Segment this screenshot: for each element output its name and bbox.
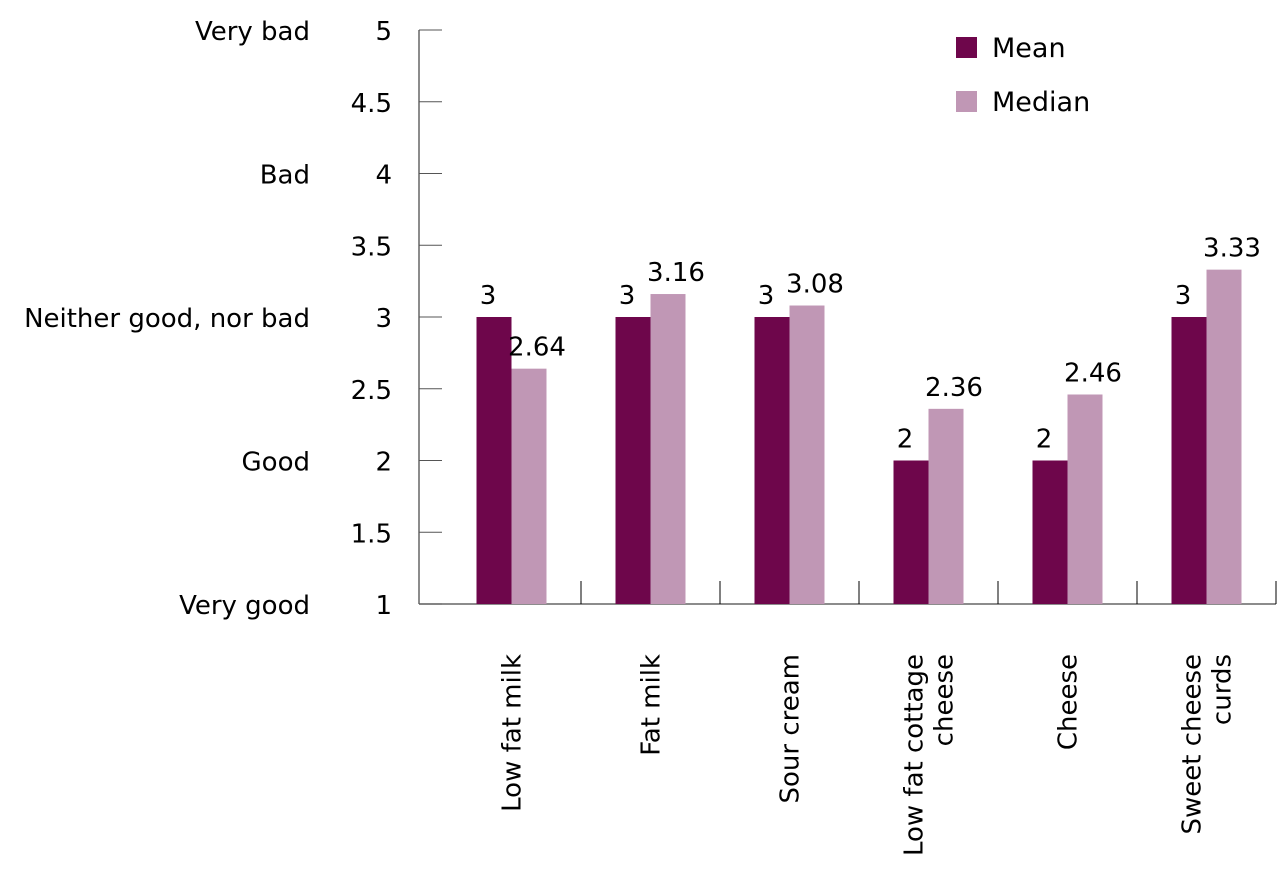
bar-mean [893, 460, 929, 604]
bar-mean [615, 317, 651, 604]
data-label: 3.16 [647, 258, 705, 288]
category-label: cheese [930, 654, 960, 746]
y-tick-label: 4.5 [351, 89, 392, 119]
category-label: Sweet cheese [1178, 654, 1208, 835]
y-tick-label: 5 [375, 17, 392, 47]
y-rating-label: Very good [179, 591, 310, 621]
bar-median [928, 408, 964, 604]
legend-swatch-mean [956, 37, 977, 58]
data-label: 2.36 [925, 373, 983, 403]
data-label: 3 [480, 281, 497, 311]
y-tick-label: 1.5 [351, 519, 392, 549]
y-tick-label: 4 [375, 161, 392, 191]
legend-label: Median [992, 87, 1090, 118]
y-rating-label: Very bad [195, 17, 310, 47]
y-tick-label: 3.5 [351, 232, 392, 262]
data-label: 3 [619, 281, 636, 311]
y-rating-label: Good [242, 448, 310, 478]
category-label: Fat milk [637, 654, 667, 756]
data-label: 3.08 [786, 270, 844, 300]
bar-mean [1032, 460, 1068, 604]
data-label: 3 [758, 281, 775, 311]
category-label: Low fat milk [498, 654, 528, 812]
legend-label: Mean [992, 33, 1066, 64]
category-label: Cheese [1054, 654, 1084, 750]
y-tick-label: 3 [375, 304, 392, 334]
bar-median [650, 294, 686, 604]
data-label: 3.33 [1203, 234, 1261, 264]
bar-median [511, 368, 547, 604]
data-label: 2.64 [508, 333, 566, 363]
bar-mean [476, 317, 512, 604]
y-tick-label: 1 [375, 591, 392, 621]
bar-mean [754, 317, 790, 604]
category-label: Low fat cottage [900, 654, 930, 856]
y-tick-label: 2.5 [351, 376, 392, 406]
bar-median [789, 305, 825, 604]
y-rating-label: Neither good, nor bad [24, 304, 310, 334]
bar-median [1206, 269, 1242, 604]
category-label: Sour cream [776, 654, 806, 804]
y-rating-label: Bad [260, 161, 310, 191]
legend-swatch-median [956, 91, 977, 112]
category-label: curds [1208, 654, 1238, 725]
bar-median [1067, 394, 1103, 604]
data-label: 3 [1175, 281, 1192, 311]
data-label: 2.46 [1064, 358, 1122, 388]
y-tick-label: 2 [375, 448, 392, 478]
data-label: 2 [897, 425, 914, 455]
data-label: 2 [1036, 425, 1053, 455]
bar-mean [1171, 317, 1207, 604]
